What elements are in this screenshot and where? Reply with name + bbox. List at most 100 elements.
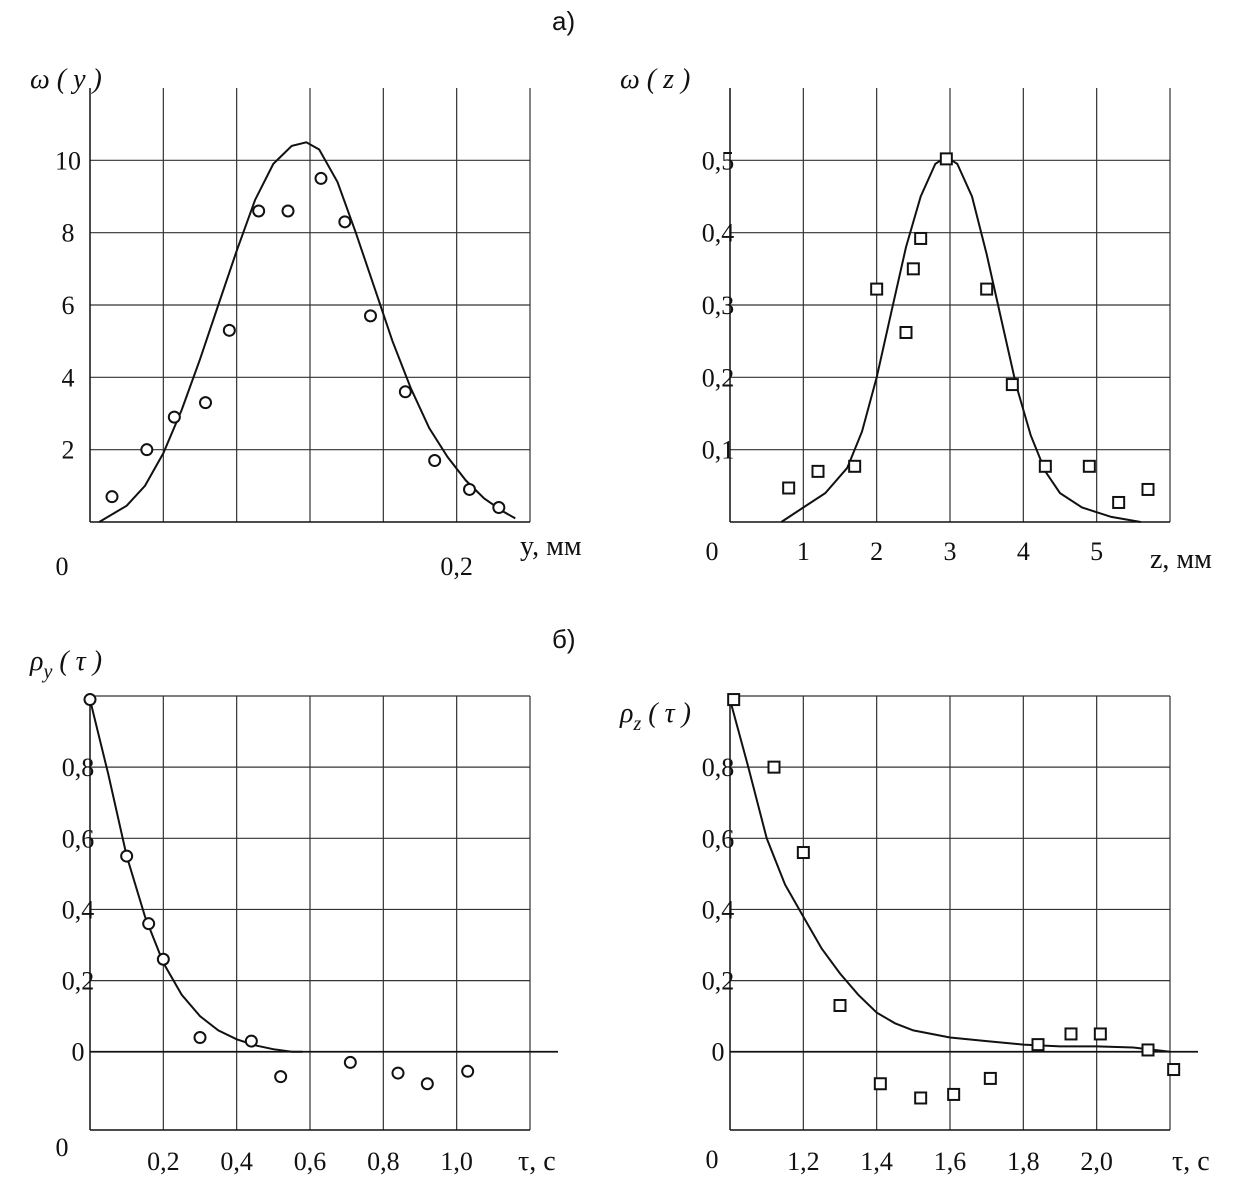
data-point [222, 323, 236, 337]
x-tick-label: 0,8 [367, 1147, 400, 1176]
data-point [1038, 459, 1052, 473]
y-tick-label: 0,4 [702, 895, 735, 924]
data-point [796, 846, 810, 860]
y-tick-label: 0,6 [702, 824, 735, 853]
y-tick-label: 0,2 [62, 967, 95, 996]
data-point [1064, 1027, 1078, 1041]
x-tick-label: 1,4 [860, 1147, 893, 1176]
x-tick-label: 2,0 [1080, 1147, 1113, 1176]
x-tick-label: 1,2 [787, 1147, 820, 1176]
y-tick-label: 0,4 [62, 895, 95, 924]
x-axis-label: τ, c [518, 1146, 556, 1177]
data-point [1093, 1027, 1107, 1041]
y-tick-label: 0,6 [62, 824, 95, 853]
data-point [848, 459, 862, 473]
x-axis-label: τ, c [1172, 1146, 1210, 1177]
data-point [873, 1077, 887, 1091]
x-tick-label: 0,4 [220, 1147, 253, 1176]
data-point [727, 693, 741, 707]
data-point [420, 1077, 434, 1091]
origin-label: 0 [706, 537, 719, 566]
y-axis-label: ω ( z ) [620, 64, 690, 95]
x-tick-label: 2 [870, 537, 883, 566]
data-point [120, 849, 134, 863]
chart-wz: 1 2 3 4 5 0,1 0,2 0,3 0,4 0,5 0 z, мм ω ( z ) [620, 64, 1212, 575]
section-label-b: б) [552, 624, 576, 654]
x-tick-label: 0,2 [147, 1147, 180, 1176]
data-point [83, 693, 97, 707]
x-tick-label: 5 [1090, 537, 1103, 566]
data-point [391, 1066, 405, 1080]
data-point [870, 282, 884, 296]
x-tick-label: 0,6 [294, 1147, 327, 1176]
y-tick-label: 4 [62, 363, 75, 392]
x-tick-label: 1,0 [440, 1147, 473, 1176]
fitted-curve [98, 141, 516, 523]
data-point [1005, 378, 1019, 392]
y-tick-label: 8 [62, 219, 75, 248]
data-point [914, 1091, 928, 1105]
data-point [199, 396, 212, 410]
data-point [343, 1055, 357, 1069]
data-point [463, 482, 476, 496]
data-point [244, 1034, 258, 1048]
y-tick-label: 0 [712, 1038, 725, 1067]
x-tick-label: 1,8 [1007, 1147, 1040, 1176]
origin-label: 0 [706, 1145, 719, 1174]
y-tick-label: 10 [55, 146, 81, 175]
chart-ry: 0,2 0,4 0,6 0,8 1,0 0 0,2 0,4 0,6 0,8 0 τ, c ρy ( τ … [29, 646, 558, 1177]
data-point [1167, 1063, 1181, 1077]
data-point [461, 1064, 475, 1078]
data-point [1141, 1043, 1155, 1057]
y-axis-label: ω ( y ) [30, 64, 102, 95]
y-tick-label: 0,3 [702, 291, 735, 320]
data-point [105, 490, 119, 504]
data-point [252, 204, 266, 218]
y-tick-label: 0,1 [702, 436, 735, 465]
data-point [811, 464, 825, 478]
x-axis-label: y, мм [520, 531, 582, 562]
data-point [1141, 482, 1155, 496]
data-point [314, 171, 328, 185]
y-tick-label: 6 [62, 291, 75, 320]
x-axis-label: z, мм [1150, 544, 1212, 575]
data-point [947, 1087, 961, 1101]
data-point [193, 1031, 207, 1045]
fitted-curve [729, 699, 1171, 1053]
origin-label: 0 [56, 1133, 69, 1162]
data-point [492, 501, 506, 515]
y-tick-label: 0,4 [702, 219, 735, 248]
data-point [767, 760, 781, 774]
x-tick-label: 4 [1017, 537, 1030, 566]
data-point [1031, 1038, 1045, 1052]
x-tick-label: 0,2 [440, 552, 473, 581]
data-point [980, 282, 994, 296]
data-point [782, 481, 796, 495]
y-tick-label: 0,5 [702, 146, 735, 175]
section-label-a: а) [552, 6, 575, 36]
data-point [1112, 495, 1126, 509]
data-point [281, 204, 295, 218]
y-tick-label: 0,8 [62, 753, 95, 782]
data-point [428, 454, 442, 468]
data-point [364, 309, 377, 323]
fitted-curve [89, 699, 303, 1053]
data-point [939, 152, 953, 166]
y-tick-label: 0 [72, 1038, 85, 1067]
y-axis-label: ρy ( τ ) [29, 646, 102, 683]
data-point [398, 385, 412, 399]
x-tick-label: 1 [797, 537, 810, 566]
data-point [140, 443, 154, 457]
y-tick-label: 2 [62, 436, 75, 465]
data-point [899, 325, 913, 339]
data-point [142, 917, 156, 931]
chart-rz: 1,2 1,4 1,6 1,8 2,0 0 0,2 0,4 0,6 0,8 0 τ, c ρz ( τ … [619, 693, 1210, 1177]
data-point [906, 262, 920, 276]
data-point [1082, 459, 1096, 473]
data-point [833, 998, 847, 1012]
origin-label: 0 [56, 552, 69, 581]
data-point [983, 1071, 997, 1085]
y-tick-label: 0,2 [702, 363, 735, 392]
